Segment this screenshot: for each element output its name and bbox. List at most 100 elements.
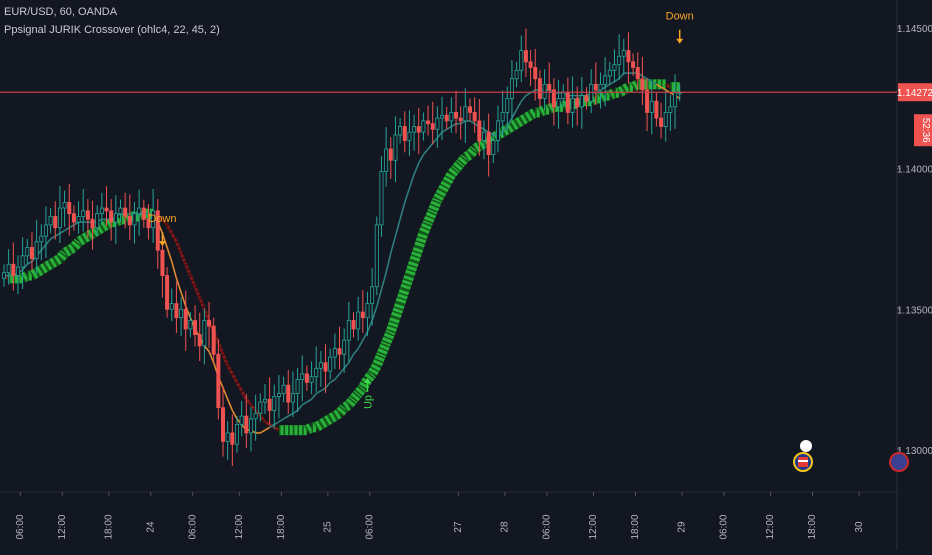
slow-line-hatch (327, 411, 338, 424)
candle-body (314, 367, 319, 378)
slow-line-hatch (38, 262, 49, 275)
time-tick-label: 06:00 (15, 514, 26, 539)
candle-body (304, 373, 309, 383)
candle (76, 201, 81, 234)
candle (314, 346, 319, 392)
fast-line-segment (40, 244, 47, 251)
candle-body (421, 120, 426, 133)
time-tick-label: 18:00 (276, 514, 287, 539)
candle-body (621, 50, 626, 57)
candle (155, 199, 160, 269)
fast-line-segment (399, 202, 406, 220)
slow-line-hatch (75, 234, 86, 247)
candle-body (95, 213, 100, 229)
time-tick-label: 18:00 (104, 514, 115, 539)
signal-down: Down (148, 213, 177, 247)
slow-line-hatch (509, 119, 520, 131)
candle (211, 317, 216, 363)
candle-body (230, 432, 235, 445)
fast-line-segment (180, 292, 187, 307)
fast-line-segment (502, 126, 508, 133)
fast-line-segment (483, 128, 490, 133)
fast-line-segment (660, 86, 667, 91)
slow-line-hatch (66, 243, 77, 255)
candle (593, 62, 598, 106)
candle-body (53, 216, 58, 229)
candle (379, 156, 384, 237)
candle-body (673, 92, 678, 108)
slow-line-hatch (349, 390, 363, 403)
fast-line-segment (320, 387, 326, 392)
fast-line-segment (306, 398, 312, 403)
candle-body (537, 78, 542, 99)
slow-line-segment (386, 316, 401, 334)
fast-line-segment (185, 306, 192, 318)
candle (579, 77, 584, 129)
candle (435, 106, 440, 148)
fast-line-segment (222, 387, 229, 400)
candle-body (207, 320, 212, 327)
candle-body (640, 78, 645, 91)
candle-body (123, 207, 128, 217)
candle (472, 97, 477, 133)
candle (71, 205, 76, 231)
slow-line-hatch (34, 265, 44, 277)
candle (193, 305, 198, 347)
candle-body (370, 286, 375, 305)
candle-body (430, 123, 435, 130)
candle (141, 199, 146, 228)
fast-line-segment (511, 109, 518, 119)
candle (337, 326, 342, 370)
candle-body (631, 61, 636, 68)
candle-body (384, 148, 389, 172)
candle-body (127, 216, 132, 226)
candle (467, 98, 472, 121)
fast-line-segment (259, 429, 266, 434)
candle-body (551, 89, 556, 108)
slow-line-hatch (518, 113, 529, 126)
fast-line-segment (22, 263, 28, 271)
candle (15, 255, 20, 295)
fast-line-segment (436, 131, 443, 139)
slow-line-segment (390, 302, 405, 320)
candle-body (351, 320, 356, 330)
fast-line-segment (515, 100, 522, 111)
event-badge (800, 440, 812, 452)
slow-line-hatch (527, 108, 538, 120)
fast-line-segment (525, 92, 531, 97)
candle-body (565, 92, 570, 113)
slow-line-hatch (607, 88, 618, 100)
candle-body (677, 92, 682, 95)
candle (663, 90, 668, 142)
slow-line-hatch (452, 159, 465, 172)
slow-line-hatch (462, 150, 473, 162)
slow-line-hatch (630, 80, 641, 92)
candle (267, 377, 272, 426)
indicator-title[interactable]: Ppsignal JURIK Crossover (ohlc4, 22, 45,… (4, 24, 220, 36)
candle (323, 344, 328, 394)
candle (360, 290, 365, 333)
slow-line-series (3, 79, 680, 436)
slow-line-hatch (29, 268, 40, 280)
fast-line-segment (651, 80, 657, 86)
signal-down-label: Down (666, 11, 694, 23)
candle (421, 112, 426, 141)
candle (523, 28, 528, 78)
fast-line-segment (68, 224, 75, 229)
candle (356, 296, 361, 341)
candle (25, 238, 30, 265)
slow-line-segment (404, 259, 419, 278)
candle-body (295, 379, 300, 394)
candle (649, 82, 654, 135)
candle (34, 219, 39, 274)
candle-body (514, 69, 519, 80)
slow-line-hatch (423, 208, 438, 225)
candle-body (62, 202, 67, 209)
candle-body (593, 83, 598, 91)
candle (491, 132, 496, 164)
candle (607, 61, 612, 85)
price-axis: 1.14500 1.14000 1.13500 1.13000 (897, 24, 932, 457)
slow-line-hatch (322, 414, 333, 426)
